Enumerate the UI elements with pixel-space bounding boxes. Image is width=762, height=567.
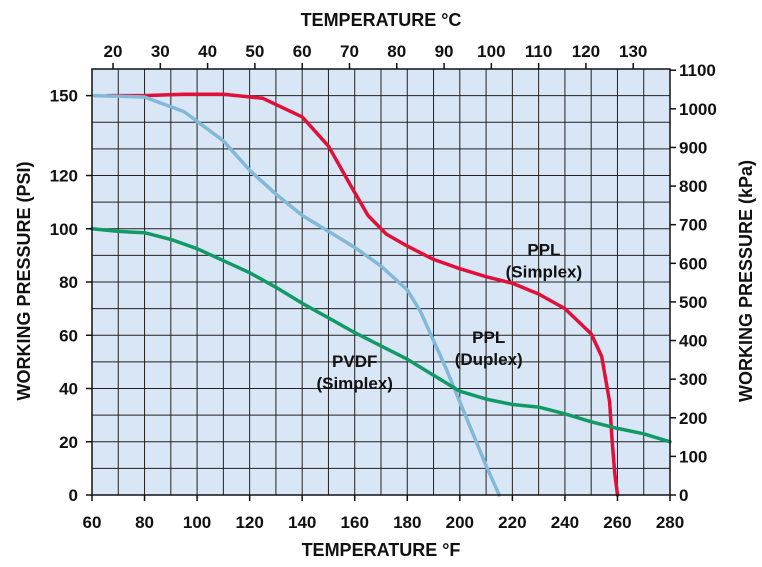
y-tick-label: 150 xyxy=(50,87,78,106)
x-tick-label: 200 xyxy=(446,513,474,532)
x-tick-label: 140 xyxy=(288,513,316,532)
series-label: (Duplex) xyxy=(455,350,523,369)
y2-tick-label: 1100 xyxy=(679,61,716,80)
x2-tick-label: 40 xyxy=(198,42,217,61)
y2-tick-label: 500 xyxy=(679,293,707,312)
y-tick-label: 20 xyxy=(59,433,78,452)
y2-tick-label: 1000 xyxy=(679,100,717,119)
x2-tick-label: 60 xyxy=(293,42,312,61)
y-tick-label: 80 xyxy=(59,273,78,292)
y2-tick-label: 900 xyxy=(679,138,707,157)
grid-lines xyxy=(91,68,671,496)
y2-tick-label: 0 xyxy=(679,486,688,505)
x-tick-label: 180 xyxy=(393,513,421,532)
y2-tick-label: 600 xyxy=(679,254,707,273)
y2-tick-label: 800 xyxy=(679,177,707,196)
y2-tick-label: 300 xyxy=(679,370,707,389)
series-line xyxy=(90,227,672,444)
x2-tick-label: 90 xyxy=(435,42,454,61)
x-tick-label: 120 xyxy=(235,513,263,532)
y2-tick-label: 100 xyxy=(679,447,707,466)
series-lines xyxy=(90,92,672,497)
x-tick-label: 100 xyxy=(183,513,211,532)
x-tick-label: 240 xyxy=(551,513,579,532)
x2-tick-label: 110 xyxy=(525,42,552,61)
x2-axis-title: TEMPERATURE °C xyxy=(301,10,462,30)
x2-tick-label: 30 xyxy=(151,42,170,61)
y2-tick-label: 200 xyxy=(679,409,707,428)
y-tick-label: 40 xyxy=(59,380,78,399)
y2-tick-label: 700 xyxy=(679,216,707,235)
x-axis-title: TEMPERATURE °F xyxy=(302,540,461,560)
x-tick-label: 160 xyxy=(341,513,369,532)
y-tick-label: 120 xyxy=(50,167,78,186)
x-tick-label: 220 xyxy=(498,513,526,532)
x2-tick-label: 80 xyxy=(387,42,406,61)
x2-tick-label: 20 xyxy=(104,42,123,61)
x-tick-label: 60 xyxy=(83,513,102,532)
y2-tick-label: 400 xyxy=(679,332,707,351)
series-line xyxy=(92,93,501,497)
x2-tick-label: 100 xyxy=(477,42,505,61)
y-tick-label: 100 xyxy=(50,220,78,239)
series-labels: PPL (Simplex) PPL (Duplex) PVDF (Simplex) xyxy=(316,240,582,393)
series-line xyxy=(106,92,620,497)
x2-tick-label: 120 xyxy=(572,42,600,61)
x2-tick-label: 130 xyxy=(619,42,647,61)
series-label: (Simplex) xyxy=(316,374,393,393)
series-label: PPL xyxy=(472,328,505,347)
y-tick-label: 60 xyxy=(59,326,78,345)
series-label: PVDF xyxy=(332,352,377,371)
y-tick-label: 0 xyxy=(69,486,78,505)
x2-tick-label: 70 xyxy=(340,42,359,61)
series-label: (Simplex) xyxy=(506,262,583,281)
x-tick-label: 280 xyxy=(656,513,684,532)
x-tick-label: 80 xyxy=(135,513,154,532)
x2-tick-label: 50 xyxy=(245,42,264,61)
x-tick-label: 260 xyxy=(603,513,631,532)
y-axis-title: WORKING PRESSURE (PSI) xyxy=(14,161,34,400)
series-label: PPL xyxy=(527,240,560,259)
y2-axis-title: WORKING PRESSURE (kPa) xyxy=(736,160,756,402)
